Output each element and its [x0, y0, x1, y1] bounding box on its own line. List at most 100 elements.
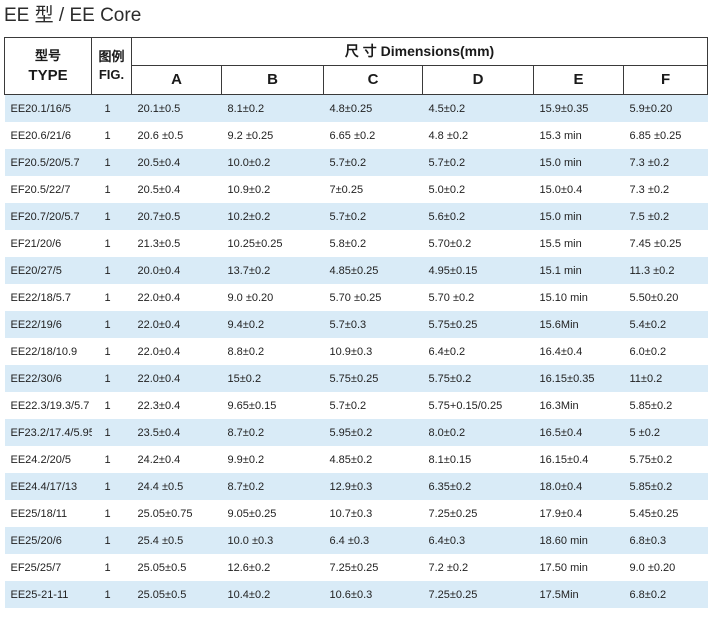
header-col-b: B: [221, 64, 324, 96]
table-body: EE20.1/16/5 1 20.1±0.5 8.1±0.2 4.8±0.25 4.5±0…: [4, 94, 708, 608]
header-type: 型号 TYPE: [4, 37, 92, 95]
dimensions-table: 型号 TYPE 图例 FIG. 尺 寸 Dimensions(mm) A B C…: [4, 37, 709, 608]
cell-c: 7±0.25: [323, 176, 423, 203]
cell-f: 5.4±0.2: [623, 311, 708, 338]
cell-e: 15.9±0.35: [533, 94, 624, 122]
cell-e: 16.4±0.4: [533, 338, 624, 365]
cell-d: 6.35±0.2: [422, 473, 534, 500]
cell-fig: 1: [91, 446, 132, 473]
cell-c: 5.7±0.3: [323, 311, 423, 338]
cell-f: 7.3 ±0.2: [623, 149, 708, 176]
cell-b: 9.65±0.15: [221, 392, 324, 419]
cell-f: 6.8±0.2: [623, 581, 708, 608]
cell-d: 7.25±0.25: [422, 500, 534, 527]
cell-f: 7.45 ±0.25: [623, 230, 708, 257]
cell-c: 10.9±0.3: [323, 338, 423, 365]
cell-d: 8.1±0.15: [422, 446, 534, 473]
cell-c: 10.7±0.3: [323, 500, 423, 527]
cell-type: EE22/19/6: [4, 311, 92, 338]
cell-b: 12.6±0.2: [221, 554, 324, 581]
table-row: EE22/30/6 1 22.0±0.4 15±0.2 5.75±0.25 5.75±0.…: [4, 365, 708, 392]
cell-a: 22.0±0.4: [131, 284, 222, 311]
cell-fig: 1: [91, 149, 132, 176]
cell-d: 5.70±0.2: [422, 230, 534, 257]
cell-fig: 1: [91, 500, 132, 527]
header-dimensions: 尺 寸 Dimensions(mm): [130, 37, 709, 66]
cell-b: 10.0 ±0.3: [221, 527, 324, 554]
cell-type: EE22/18/5.7: [4, 284, 92, 311]
cell-fig: 1: [91, 338, 132, 365]
cell-a: 22.3±0.4: [131, 392, 222, 419]
cell-a: 25.05±0.5: [131, 554, 222, 581]
cell-a: 22.0±0.4: [131, 311, 222, 338]
table-row: EF20.5/22/7 1 20.5±0.4 10.9±0.2 7±0.25 5.0±0.…: [4, 176, 708, 203]
cell-b: 10.4±0.2: [221, 581, 324, 608]
cell-b: 15±0.2: [221, 365, 324, 392]
page-title: EE 型 / EE Core: [4, 5, 142, 26]
cell-b: 8.7±0.2: [221, 419, 324, 446]
cell-e: 18.0±0.4: [533, 473, 624, 500]
cell-e: 18.60 min: [533, 527, 624, 554]
cell-a: 23.5±0.4: [131, 419, 222, 446]
cell-fig: 1: [91, 581, 132, 608]
cell-d: 7.25±0.25: [422, 581, 534, 608]
header-col-e: E: [533, 64, 624, 96]
cell-c: 12.9±0.3: [323, 473, 423, 500]
cell-type: EE24.2/20/5: [4, 446, 92, 473]
cell-b: 13.7±0.2: [221, 257, 324, 284]
table-row: EE25-21-11 1 25.05±0.5 10.4±0.2 10.6±0.3 7.25…: [4, 581, 708, 608]
cell-type: EF20.7/20/5.7: [4, 203, 92, 230]
cell-c: 5.95±0.2: [323, 419, 423, 446]
table-row: EE20/27/5 1 20.0±0.4 13.7±0.2 4.85±0.25 4.95±…: [4, 257, 708, 284]
cell-e: 15.0 min: [533, 203, 624, 230]
table-row: EE24.2/20/5 1 24.2±0.4 9.9±0.2 4.85±0.2 8.1±0…: [4, 446, 708, 473]
cell-d: 4.95±0.15: [422, 257, 534, 284]
header-col-f: F: [622, 64, 709, 96]
cell-type: EF23.2/17.4/5.95: [4, 419, 92, 446]
cell-fig: 1: [91, 527, 132, 554]
cell-c: 10.6±0.3: [323, 581, 423, 608]
table-row: EE25/20/6 1 25.4 ±0.5 10.0 ±0.3 6.4 ±0.3 6.4±…: [4, 527, 708, 554]
cell-fig: 1: [91, 554, 132, 581]
cell-type: EE20.1/16/5: [4, 94, 92, 122]
cell-type: EF25/25/7: [4, 554, 92, 581]
cell-b: 10.9±0.2: [221, 176, 324, 203]
cell-c: 6.65 ±0.2: [323, 122, 423, 149]
table-row: EE24.4/17/13 1 24.4 ±0.5 8.7±0.2 12.9±0.3 6.3…: [4, 473, 708, 500]
cell-type: EE22/18/10.9: [4, 338, 92, 365]
cell-fig: 1: [91, 94, 132, 122]
cell-type: EE22.3/19.3/5.7: [4, 392, 92, 419]
table-row: EF20.7/20/5.7 1 20.7±0.5 10.2±0.2 5.7±0.2 5.6…: [4, 203, 708, 230]
cell-type: EE25-21-11: [4, 581, 92, 608]
cell-type: EE20/27/5: [4, 257, 92, 284]
cell-e: 17.9±0.4: [533, 500, 624, 527]
cell-c: 4.85±0.2: [323, 446, 423, 473]
cell-d: 5.75±0.25: [422, 311, 534, 338]
cell-f: 9.0 ±0.20: [623, 554, 708, 581]
cell-a: 25.05±0.5: [131, 581, 222, 608]
cell-a: 20.5±0.4: [131, 176, 222, 203]
cell-f: 5.50±0.20: [623, 284, 708, 311]
header-col-c: C: [323, 64, 423, 96]
cell-a: 24.4 ±0.5: [131, 473, 222, 500]
cell-type: EE24.4/17/13: [4, 473, 92, 500]
cell-d: 5.75+0.15/0.25: [422, 392, 534, 419]
cell-c: 5.8±0.2: [323, 230, 423, 257]
cell-f: 7.5 ±0.2: [623, 203, 708, 230]
cell-c: 5.75±0.25: [323, 365, 423, 392]
table-row: EF21/20/6 1 21.3±0.5 10.25±0.25 5.8±0.2 5.70±…: [4, 230, 708, 257]
cell-f: 5 ±0.2: [623, 419, 708, 446]
cell-f: 6.85 ±0.25: [623, 122, 708, 149]
cell-d: 5.6±0.2: [422, 203, 534, 230]
cell-e: 17.50 min: [533, 554, 624, 581]
cell-a: 22.0±0.4: [131, 365, 222, 392]
cell-d: 8.0±0.2: [422, 419, 534, 446]
cell-fig: 1: [91, 230, 132, 257]
cell-e: 15.0 min: [533, 149, 624, 176]
cell-fig: 1: [91, 284, 132, 311]
cell-e: 16.3Min: [533, 392, 624, 419]
cell-b: 8.8±0.2: [221, 338, 324, 365]
cell-f: 5.85±0.2: [623, 473, 708, 500]
cell-d: 5.75±0.2: [422, 365, 534, 392]
cell-b: 10.2±0.2: [221, 203, 324, 230]
